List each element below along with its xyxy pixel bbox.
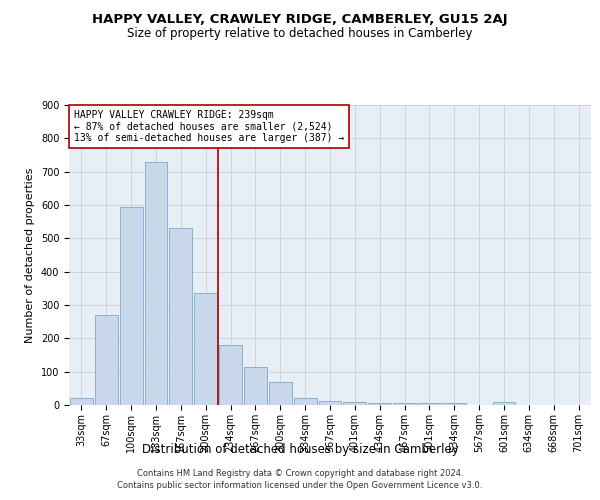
Bar — [269, 382, 292, 405]
Bar — [219, 345, 242, 405]
Text: HAPPY VALLEY, CRAWLEY RIDGE, CAMBERLEY, GU15 2AJ: HAPPY VALLEY, CRAWLEY RIDGE, CAMBERLEY, … — [92, 12, 508, 26]
Bar — [95, 315, 118, 405]
Bar — [294, 398, 317, 405]
Y-axis label: Number of detached properties: Number of detached properties — [25, 168, 35, 342]
Bar — [493, 402, 515, 405]
Bar — [319, 401, 341, 405]
Text: Contains public sector information licensed under the Open Government Licence v3: Contains public sector information licen… — [118, 481, 482, 490]
Bar — [343, 402, 366, 405]
Bar — [443, 404, 466, 405]
Bar — [418, 403, 441, 405]
Bar — [120, 206, 143, 405]
Bar — [169, 228, 192, 405]
Text: HAPPY VALLEY CRAWLEY RIDGE: 239sqm
← 87% of detached houses are smaller (2,524)
: HAPPY VALLEY CRAWLEY RIDGE: 239sqm ← 87%… — [74, 110, 344, 142]
Text: Size of property relative to detached houses in Camberley: Size of property relative to detached ho… — [127, 28, 473, 40]
Bar — [393, 402, 416, 405]
Bar — [194, 294, 217, 405]
Text: Contains HM Land Registry data © Crown copyright and database right 2024.: Contains HM Land Registry data © Crown c… — [137, 468, 463, 477]
Bar — [145, 162, 167, 405]
Bar — [70, 398, 93, 405]
Text: Distribution of detached houses by size in Camberley: Distribution of detached houses by size … — [142, 442, 458, 456]
Bar — [368, 402, 391, 405]
Bar — [244, 366, 267, 405]
